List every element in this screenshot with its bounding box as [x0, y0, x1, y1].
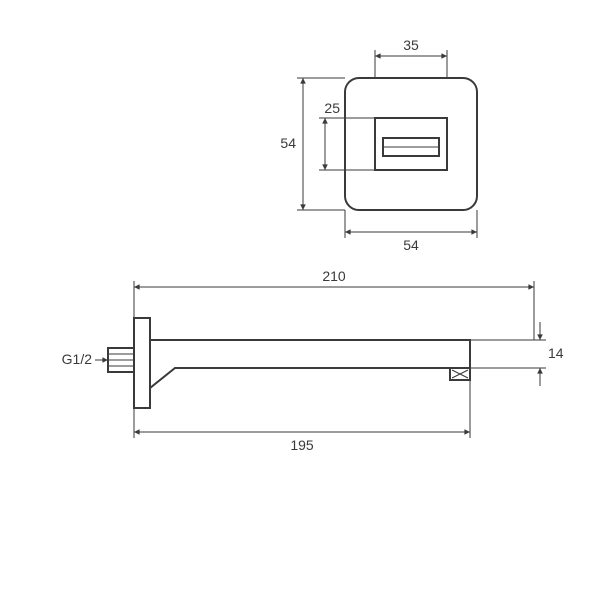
- dim-195-label: 195: [290, 437, 314, 453]
- spout-body: [150, 340, 470, 388]
- dim-25: 25: [319, 100, 375, 170]
- dim-35: 35: [375, 37, 447, 78]
- thread-label: G1/2: [62, 351, 93, 367]
- dim-54-h-label: 54: [403, 237, 419, 253]
- dim-25-label: 25: [324, 100, 340, 116]
- spout-opening: [375, 118, 447, 170]
- escutcheon-plate: [345, 78, 477, 210]
- front-view: 35 54 54 25: [280, 37, 477, 253]
- wall-flange: [134, 318, 150, 408]
- side-view: 210 195 14 G1/2: [62, 268, 564, 453]
- dim-35-label: 35: [403, 37, 419, 53]
- dim-14: 14: [470, 322, 564, 386]
- dim-54-v: 54: [280, 78, 345, 210]
- technical-drawing: 35 54 54 25: [0, 0, 600, 600]
- dim-210-label: 210: [322, 268, 346, 284]
- dim-195: 195: [134, 380, 470, 453]
- dim-210: 210: [134, 268, 534, 340]
- dim-54-h: 54: [345, 210, 477, 253]
- dim-14-label: 14: [548, 345, 564, 361]
- thread-callout: G1/2: [62, 351, 108, 367]
- dim-54-v-label: 54: [280, 135, 296, 151]
